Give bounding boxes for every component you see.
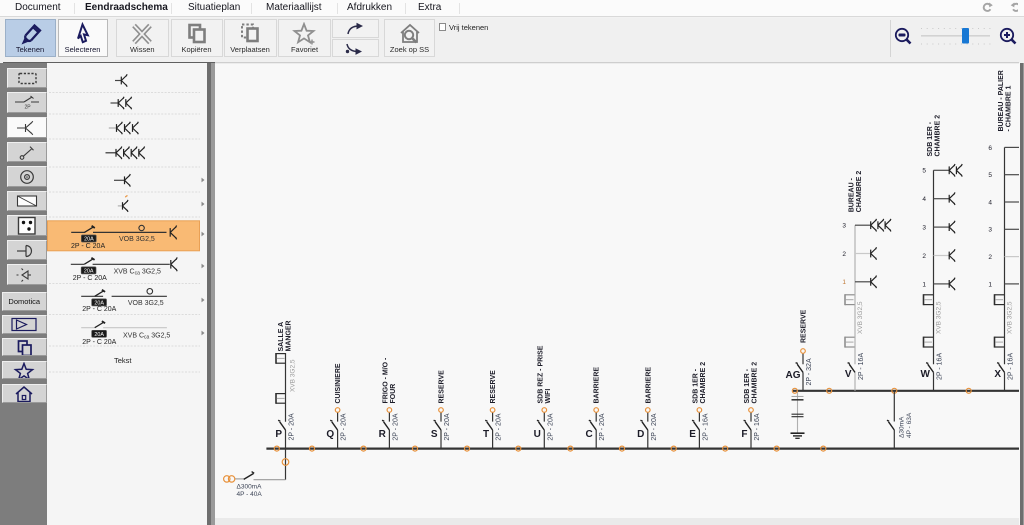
- svg-text:FRIGO - M/O -: FRIGO - M/O -: [382, 357, 389, 404]
- svg-text:S: S: [431, 429, 438, 440]
- svg-text:CHAMBRE 2: CHAMBRE 2: [935, 115, 942, 157]
- svg-text:SDB 1ER -: SDB 1ER -: [927, 121, 934, 156]
- svg-text:AG: AG: [786, 370, 801, 381]
- svg-text:VOB 3G2,5: VOB 3G2,5: [119, 236, 155, 243]
- svg-text:W: W: [921, 369, 931, 380]
- svg-text:CHAMBRE 2: CHAMBRE 2: [700, 362, 707, 404]
- svg-text:P: P: [275, 429, 282, 440]
- svg-text:2P - 20A: 2P - 20A: [599, 413, 606, 440]
- svg-text:2P - 32A: 2P - 32A: [806, 358, 813, 385]
- svg-text:20A: 20A: [94, 301, 104, 307]
- svg-text:U: U: [534, 429, 541, 440]
- svg-text:F: F: [741, 429, 747, 440]
- svg-text:R: R: [379, 429, 387, 440]
- svg-text:FOUR: FOUR: [390, 384, 397, 404]
- svg-text:2P - 16A: 2P - 16A: [754, 413, 761, 440]
- svg-text:2P - C 20A: 2P - C 20A: [71, 243, 105, 250]
- svg-text:D: D: [637, 429, 644, 440]
- svg-text:VOB 3G2,5: VOB 3G2,5: [128, 300, 164, 307]
- svg-text:XVB 3G2,5: XVB 3G2,5: [290, 359, 297, 392]
- svg-text:C: C: [585, 429, 592, 440]
- svg-text:WIFI: WIFI: [545, 389, 552, 404]
- svg-text:E: E: [689, 429, 696, 440]
- svg-text:20A: 20A: [84, 237, 94, 243]
- svg-text:2P: 2P: [24, 105, 31, 111]
- svg-text:2P - 16A: 2P - 16A: [1008, 353, 1015, 380]
- svg-text:4P - 40A: 4P - 40A: [237, 491, 263, 498]
- svg-text:X: X: [994, 369, 1001, 380]
- svg-text:2: 2: [922, 253, 926, 260]
- svg-text:2P - C 20A: 2P - C 20A: [73, 275, 107, 282]
- svg-text:2: 2: [842, 251, 846, 258]
- svg-text:XVB 3G2,5: XVB 3G2,5: [936, 301, 943, 334]
- svg-text:RESERVE: RESERVE: [801, 309, 808, 343]
- svg-text:3: 3: [988, 227, 992, 234]
- svg-text:2P - 20A: 2P - 20A: [289, 413, 296, 440]
- svg-text:2P - C 20A: 2P - C 20A: [82, 306, 116, 313]
- svg-text:4: 4: [922, 196, 926, 203]
- svg-text:BARRIERE: BARRIERE: [594, 367, 601, 404]
- svg-text:XVB 3G2,5: XVB 3G2,5: [857, 301, 864, 334]
- svg-text:Δ30mA: Δ30mA: [898, 416, 905, 438]
- svg-text:BARRIERE: BARRIERE: [645, 367, 652, 404]
- svg-text:20A: 20A: [84, 269, 94, 275]
- svg-text:1: 1: [922, 281, 926, 288]
- svg-text:XVB Cca 3G2,5: XVB Cca 3G2,5: [114, 268, 161, 276]
- svg-text:CUISINIERE: CUISINIERE: [335, 363, 342, 403]
- svg-text:CHAMBRE 2: CHAMBRE 2: [752, 362, 759, 404]
- svg-text:Tekst: Tekst: [114, 356, 132, 365]
- svg-text:2P - 16A: 2P - 16A: [858, 353, 865, 380]
- svg-text:Δ300mA: Δ300mA: [237, 484, 263, 491]
- svg-text:XVB 3G2,5: XVB 3G2,5: [1007, 301, 1014, 334]
- svg-text:4: 4: [988, 199, 992, 206]
- svg-text:2P - 20A: 2P - 20A: [392, 413, 399, 440]
- svg-text:2P - 16A: 2P - 16A: [702, 413, 709, 440]
- svg-text:2P - 20A: 2P - 20A: [651, 413, 658, 440]
- svg-text:SDB 1ER -: SDB 1ER -: [744, 368, 751, 403]
- svg-text:- CHAMBRE 1: - CHAMBRE 1: [1006, 86, 1013, 132]
- svg-text:MANGER: MANGER: [286, 320, 293, 351]
- svg-text:2: 2: [988, 254, 992, 261]
- svg-text:3: 3: [842, 223, 846, 230]
- svg-text:BUREAU - PALIER: BUREAU - PALIER: [998, 70, 1005, 131]
- svg-text:20A: 20A: [94, 332, 104, 338]
- svg-text:SALLE A: SALLE A: [278, 322, 285, 352]
- svg-text:SDB 1ER -: SDB 1ER -: [692, 368, 699, 403]
- svg-text:2P - C 20A: 2P - C 20A: [82, 339, 116, 346]
- svg-text:5: 5: [922, 168, 926, 175]
- svg-text:2P - 20A: 2P - 20A: [341, 413, 348, 440]
- svg-text:4P - 63A: 4P - 63A: [906, 412, 913, 438]
- svg-text:XVB Cca 3G2,5: XVB Cca 3G2,5: [123, 333, 170, 341]
- svg-text:3: 3: [922, 225, 926, 232]
- svg-text:2P - 16A: 2P - 16A: [937, 353, 944, 380]
- svg-text:2P - 20A: 2P - 20A: [547, 413, 554, 440]
- svg-text:1: 1: [988, 281, 992, 288]
- svg-text:RESERVE: RESERVE: [439, 370, 446, 404]
- svg-text:2P - 20A: 2P - 20A: [496, 413, 503, 440]
- svg-text:CHAMBRE 2: CHAMBRE 2: [856, 171, 863, 213]
- svg-text:6: 6: [988, 145, 992, 152]
- svg-text:T: T: [483, 429, 489, 440]
- svg-text:Q: Q: [326, 429, 334, 440]
- svg-text:SDB REZ - PRISE: SDB REZ - PRISE: [537, 345, 544, 403]
- svg-text:BUREAU -: BUREAU -: [849, 177, 856, 212]
- svg-text:5: 5: [988, 172, 992, 179]
- svg-text:RESERVE: RESERVE: [490, 370, 497, 404]
- svg-text:2P - 20A: 2P - 20A: [444, 413, 451, 440]
- svg-text:1: 1: [842, 279, 846, 286]
- svg-text:V: V: [845, 369, 852, 380]
